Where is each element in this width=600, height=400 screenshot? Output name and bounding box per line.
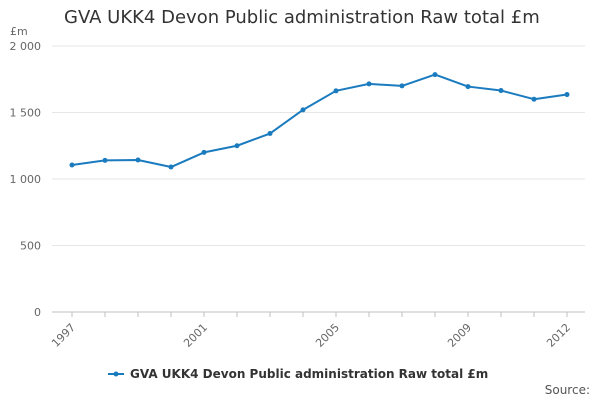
y-tick-label: 1 000 xyxy=(10,173,42,186)
data-point[interactable] xyxy=(498,88,504,94)
data-point[interactable] xyxy=(201,149,207,155)
axes xyxy=(52,311,585,317)
data-point[interactable] xyxy=(564,92,570,98)
data-point[interactable] xyxy=(333,88,339,94)
data-point[interactable] xyxy=(69,162,75,168)
legend[interactable]: GVA UKK4 Devon Public administration Raw… xyxy=(108,367,488,381)
data-point[interactable] xyxy=(366,81,372,87)
y-tick-label: 1 500 xyxy=(10,107,42,120)
data-point[interactable] xyxy=(234,143,240,149)
y-tick-label: 500 xyxy=(20,240,41,253)
data-point[interactable] xyxy=(135,157,141,163)
grid-lines xyxy=(52,45,585,246)
y-tick-labels: 0 500 1 000 1 500 2 000 xyxy=(10,40,42,319)
y-axis-unit: £m xyxy=(10,25,28,38)
legend-point-marker xyxy=(113,371,119,377)
legend-entry-label: GVA UKK4 Devon Public administration Raw… xyxy=(130,367,488,381)
x-tick-label: 2005 xyxy=(313,321,342,350)
data-point[interactable] xyxy=(102,157,108,163)
x-tick-label: 1997 xyxy=(49,321,78,350)
x-tick-label: 2012 xyxy=(544,321,573,350)
chart-title: GVA UKK4 Devon Public administration Raw… xyxy=(64,7,540,28)
y-tick-label: 2 000 xyxy=(10,40,42,53)
data-point[interactable] xyxy=(432,72,438,78)
data-point[interactable] xyxy=(399,83,405,89)
y-tick-label: 0 xyxy=(34,306,41,319)
series-layer xyxy=(69,72,570,170)
x-tick-labels: 1997 2001 2005 2009 2012 xyxy=(49,321,573,350)
data-point[interactable] xyxy=(267,131,273,137)
x-tick-label: 2001 xyxy=(181,321,210,350)
source-label: Source: xyxy=(545,383,590,397)
series-line xyxy=(71,73,568,169)
data-point[interactable] xyxy=(168,164,174,170)
x-tick-label: 2009 xyxy=(445,321,474,350)
data-point[interactable] xyxy=(465,84,471,90)
data-point[interactable] xyxy=(300,107,306,113)
data-point[interactable] xyxy=(531,96,537,102)
